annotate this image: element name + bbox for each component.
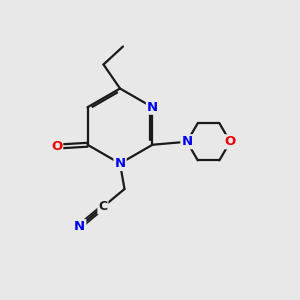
Text: O: O [225,135,236,148]
Text: O: O [51,140,62,153]
Text: N: N [182,135,193,148]
Text: N: N [114,157,126,170]
Text: N: N [147,101,158,114]
Text: N: N [74,220,85,233]
Text: C: C [98,200,107,214]
